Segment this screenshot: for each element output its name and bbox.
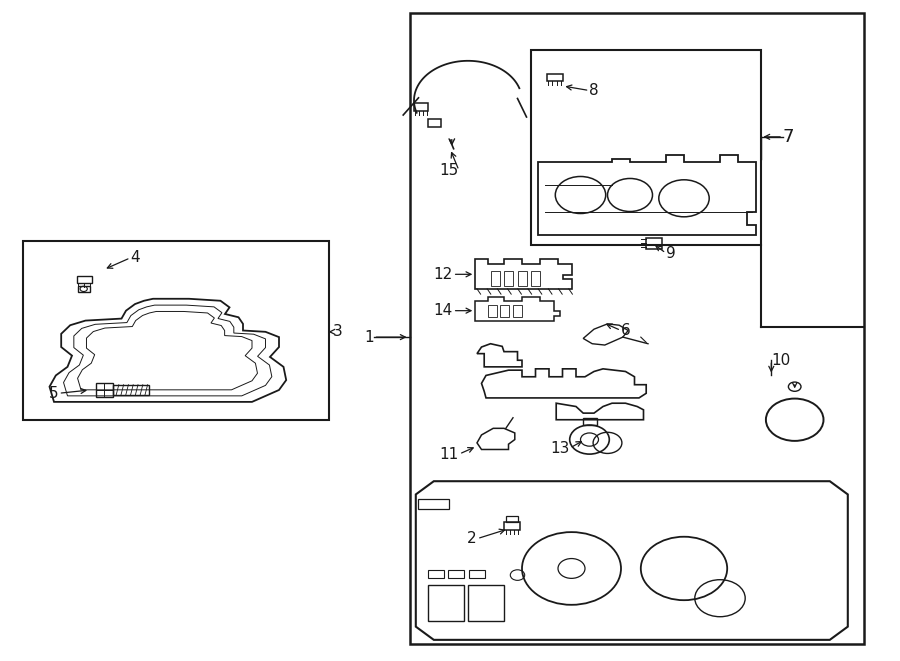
Text: 14: 14 [434, 303, 453, 318]
Bar [488, 305, 497, 317]
Bar [418, 499, 449, 509]
Bar [468, 585, 504, 621]
Bar [518, 271, 526, 286]
Text: 7: 7 [783, 128, 795, 146]
Bar [531, 271, 540, 286]
Text: 11: 11 [440, 447, 459, 461]
Text: 10: 10 [771, 353, 790, 368]
Bar [513, 305, 522, 317]
Text: 12: 12 [434, 267, 453, 282]
Text: 2: 2 [467, 531, 477, 546]
Text: 1: 1 [364, 330, 374, 344]
Bar [531, 50, 760, 245]
Bar [428, 570, 444, 578]
Text: 6: 6 [621, 323, 631, 338]
Text: 4: 4 [130, 251, 140, 265]
Text: 5: 5 [49, 386, 58, 401]
Bar [504, 271, 513, 286]
Bar [448, 570, 464, 578]
Bar [469, 570, 485, 578]
Text: 15: 15 [440, 163, 459, 178]
Bar [22, 241, 328, 420]
Bar [500, 305, 509, 317]
Text: 3: 3 [333, 325, 343, 339]
Bar [410, 13, 864, 644]
Text: 8: 8 [590, 83, 599, 98]
Bar [491, 271, 500, 286]
Text: 9: 9 [666, 246, 676, 260]
Bar [428, 585, 464, 621]
Text: 13: 13 [550, 441, 570, 455]
